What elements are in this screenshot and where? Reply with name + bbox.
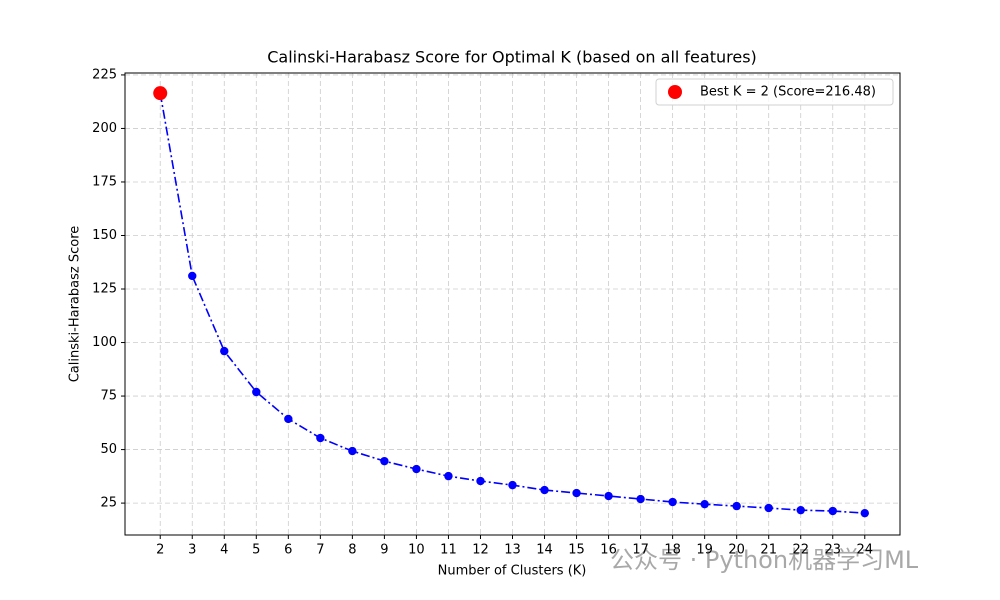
marker xyxy=(636,494,645,504)
y-tick-label: 100 xyxy=(92,335,117,350)
best-marker xyxy=(153,86,168,101)
x-tick-label: 8 xyxy=(348,543,356,558)
marker xyxy=(668,497,677,507)
x-tick-label: 24 xyxy=(856,543,873,558)
x-tick-label: 7 xyxy=(316,543,324,558)
y-tick-label: 50 xyxy=(100,442,117,457)
y-axis-label: Calinski-Harabasz Score xyxy=(68,226,83,383)
marker xyxy=(604,491,613,501)
marker xyxy=(732,501,741,511)
x-tick-label: 21 xyxy=(760,543,777,558)
marker xyxy=(828,506,837,516)
marker xyxy=(508,480,517,490)
legend-marker xyxy=(668,85,682,99)
x-tick-label: 6 xyxy=(284,543,292,558)
x-tick-label: 10 xyxy=(408,543,425,558)
x-tick-label: 14 xyxy=(536,543,553,558)
plot xyxy=(153,86,869,518)
y-tick-label: 200 xyxy=(92,121,117,136)
x-tick-label: 13 xyxy=(504,543,521,558)
marker xyxy=(700,499,709,509)
marker xyxy=(380,456,389,466)
x-tick-label: 18 xyxy=(664,543,681,558)
x-tick-label: 22 xyxy=(792,543,809,558)
y-tick-label: 150 xyxy=(92,228,117,243)
chart-title: Calinski-Harabasz Score for Optimal K (b… xyxy=(267,48,757,67)
marker xyxy=(252,387,261,397)
marker xyxy=(476,476,485,486)
x-tick-label: 23 xyxy=(824,543,841,558)
x-tick-label: 2 xyxy=(156,543,164,558)
y-tick-label: 75 xyxy=(100,389,117,404)
x-tick-label: 11 xyxy=(440,543,457,558)
x-tick-label: 19 xyxy=(696,543,713,558)
x-tick-label: 12 xyxy=(472,543,489,558)
marker xyxy=(444,471,453,481)
x-tick-label: 16 xyxy=(600,543,617,558)
marker xyxy=(860,508,869,518)
x-tick-label: 5 xyxy=(252,543,260,558)
y-tick-label: 225 xyxy=(92,67,117,82)
marker xyxy=(540,485,549,495)
marker xyxy=(348,446,357,456)
grid xyxy=(125,73,900,535)
legend: Best K = 2 (Score=216.48) xyxy=(655,78,894,106)
marker xyxy=(412,464,421,474)
y-tick-label: 125 xyxy=(92,282,117,297)
y-tick-label: 25 xyxy=(100,496,117,511)
x-tick-label: 4 xyxy=(220,543,228,558)
x-tick-label: 20 xyxy=(728,543,745,558)
x-tick-label: 17 xyxy=(632,543,649,558)
marker xyxy=(284,414,293,424)
x-axis-label: Number of Clusters (K) xyxy=(438,564,587,579)
marker xyxy=(764,503,773,513)
y-tick-label: 175 xyxy=(92,174,117,189)
watermark: 公众号 · Python机器学习ML xyxy=(610,546,919,574)
marker xyxy=(188,271,197,281)
legend-box xyxy=(655,78,894,106)
legend-label: Best K = 2 (Score=216.48) xyxy=(700,85,876,100)
marker xyxy=(220,346,229,356)
x-tick-label: 9 xyxy=(380,543,388,558)
marker xyxy=(572,488,581,498)
marker xyxy=(796,505,805,515)
x-tick-label: 15 xyxy=(568,543,585,558)
x-tick-label: 3 xyxy=(188,543,196,558)
marker xyxy=(316,433,325,443)
